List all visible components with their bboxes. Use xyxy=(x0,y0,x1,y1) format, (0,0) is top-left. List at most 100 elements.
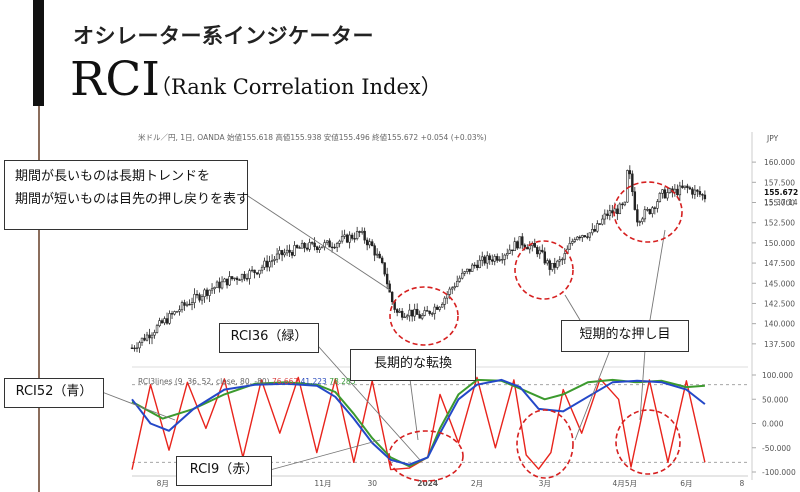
candle-body xyxy=(653,207,657,209)
candle-body xyxy=(693,189,697,195)
candle-body xyxy=(340,236,344,242)
candle-body xyxy=(278,250,281,255)
candle-body xyxy=(458,277,461,282)
candle-body xyxy=(503,254,506,260)
candle-body xyxy=(235,277,239,281)
candle-body xyxy=(403,316,406,319)
candle-body xyxy=(448,288,451,295)
candle-body xyxy=(150,334,154,339)
rci-tick-label: 50.000 xyxy=(762,395,788,404)
candle-body xyxy=(268,261,271,268)
rci-tick-label: -100.000 xyxy=(762,468,796,477)
candle-body xyxy=(511,249,514,252)
candle-body xyxy=(478,259,481,268)
highlight-circle xyxy=(388,430,464,482)
candle-body xyxy=(571,241,574,244)
page-title: RCI xyxy=(70,52,160,107)
candle-body xyxy=(308,242,311,250)
candle-body xyxy=(698,191,702,195)
rci9-value: 76.667 xyxy=(271,377,299,386)
candle-body xyxy=(375,253,379,256)
candle-body xyxy=(145,334,149,341)
candle-body xyxy=(631,173,634,193)
candle-body xyxy=(591,229,594,234)
candle-body xyxy=(183,302,186,306)
candle-body xyxy=(541,249,544,253)
candle-body xyxy=(333,246,336,249)
price-tick-label: 150.000 xyxy=(764,239,795,248)
candle-body xyxy=(390,291,394,303)
currency-label: JPY xyxy=(767,134,779,143)
x-tick-label: 3月 xyxy=(539,479,551,488)
rci-line-rci52 xyxy=(131,378,706,466)
candle-body xyxy=(441,304,444,308)
candle-body xyxy=(255,272,259,275)
candle-body xyxy=(135,347,139,349)
callout-line xyxy=(574,349,611,441)
candle-body xyxy=(558,259,561,262)
candle-body xyxy=(651,207,654,214)
candle-body xyxy=(618,203,622,215)
candle-body xyxy=(355,231,359,239)
candle-body xyxy=(543,251,546,264)
candle-body xyxy=(498,259,501,261)
rci9-label-box: RCI9（赤） xyxy=(176,456,272,486)
candle-body xyxy=(345,234,349,243)
candle-body xyxy=(220,281,224,289)
candle-body xyxy=(598,223,602,225)
x-tick-label: 5月 xyxy=(625,479,637,488)
candle-body xyxy=(260,266,264,271)
title-accent-bar xyxy=(33,0,44,106)
rci-line-rci9 xyxy=(131,376,706,471)
candle-body xyxy=(320,246,324,249)
candle-body xyxy=(338,240,341,244)
candle-body xyxy=(313,242,316,248)
current-price-label: 155.672 xyxy=(764,188,799,197)
candle-body xyxy=(298,247,301,249)
candle-body xyxy=(438,306,441,310)
candle-body xyxy=(613,208,617,214)
candle-body xyxy=(305,247,309,250)
candle-body xyxy=(601,218,604,225)
short-term-pullback-box: 短期的な押し目 xyxy=(561,320,689,352)
candle-body xyxy=(388,283,391,293)
x-tick-label: 8月 xyxy=(157,479,169,488)
candle-body xyxy=(456,280,459,287)
left-divider-line xyxy=(38,106,40,492)
candle-body xyxy=(536,247,539,255)
candle-body xyxy=(661,189,664,194)
candle-body xyxy=(195,293,199,296)
candle-body xyxy=(188,303,191,306)
candle-body xyxy=(683,185,687,188)
candle-body xyxy=(551,262,554,270)
candle-body xyxy=(481,256,484,261)
candle-body xyxy=(133,347,136,350)
candle-body xyxy=(563,253,566,260)
candle-body xyxy=(425,310,429,312)
candle-body xyxy=(466,268,469,272)
candle-body xyxy=(446,294,449,299)
price-tick-label: 140.000 xyxy=(764,320,795,329)
candle-body xyxy=(586,236,589,238)
candle-body xyxy=(643,209,647,220)
candle-body xyxy=(230,276,234,280)
callout-lines xyxy=(101,195,666,471)
candle-body xyxy=(370,241,374,247)
candle-body xyxy=(358,231,361,233)
x-tick-label: 4月 xyxy=(612,479,624,488)
chart-symbol-info: 米ドル／円, 1日, OANDA 始値155.618 高値155.938 安値1… xyxy=(138,133,487,142)
candle-body xyxy=(318,247,321,251)
highlight-circle xyxy=(516,409,574,479)
callout-line xyxy=(101,391,176,421)
candle-body xyxy=(658,193,662,202)
candle-body xyxy=(596,223,599,232)
candle-body xyxy=(673,188,677,193)
candle-body xyxy=(418,314,421,319)
candle-body xyxy=(360,230,364,233)
candle-body xyxy=(168,313,171,324)
candle-body xyxy=(240,273,244,281)
highlight-circle xyxy=(389,286,459,346)
candle-body xyxy=(250,269,254,272)
candle-body xyxy=(573,239,576,242)
candle-body xyxy=(185,303,189,306)
